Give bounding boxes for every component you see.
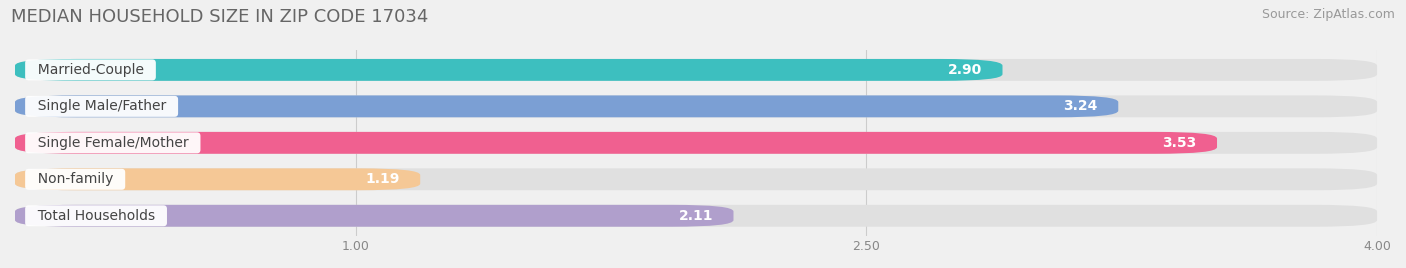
Text: Single Female/Mother: Single Female/Mother [28, 136, 197, 150]
Text: 2.90: 2.90 [948, 63, 981, 77]
FancyBboxPatch shape [15, 168, 1376, 190]
FancyBboxPatch shape [15, 168, 420, 190]
Text: Source: ZipAtlas.com: Source: ZipAtlas.com [1261, 8, 1395, 21]
Text: MEDIAN HOUSEHOLD SIZE IN ZIP CODE 17034: MEDIAN HOUSEHOLD SIZE IN ZIP CODE 17034 [11, 8, 429, 26]
FancyBboxPatch shape [15, 59, 1002, 81]
FancyBboxPatch shape [15, 59, 1376, 81]
Text: Total Households: Total Households [28, 209, 163, 223]
FancyBboxPatch shape [15, 205, 734, 227]
Text: 1.19: 1.19 [366, 172, 399, 186]
Text: Single Male/Father: Single Male/Father [28, 99, 174, 113]
Text: 3.24: 3.24 [1063, 99, 1098, 113]
FancyBboxPatch shape [15, 95, 1118, 117]
FancyBboxPatch shape [15, 132, 1376, 154]
Text: Non-family: Non-family [28, 172, 122, 186]
FancyBboxPatch shape [15, 132, 1218, 154]
Text: 3.53: 3.53 [1163, 136, 1197, 150]
Text: Married-Couple: Married-Couple [28, 63, 152, 77]
Text: 2.11: 2.11 [679, 209, 713, 223]
FancyBboxPatch shape [15, 95, 1376, 117]
FancyBboxPatch shape [15, 205, 1376, 227]
